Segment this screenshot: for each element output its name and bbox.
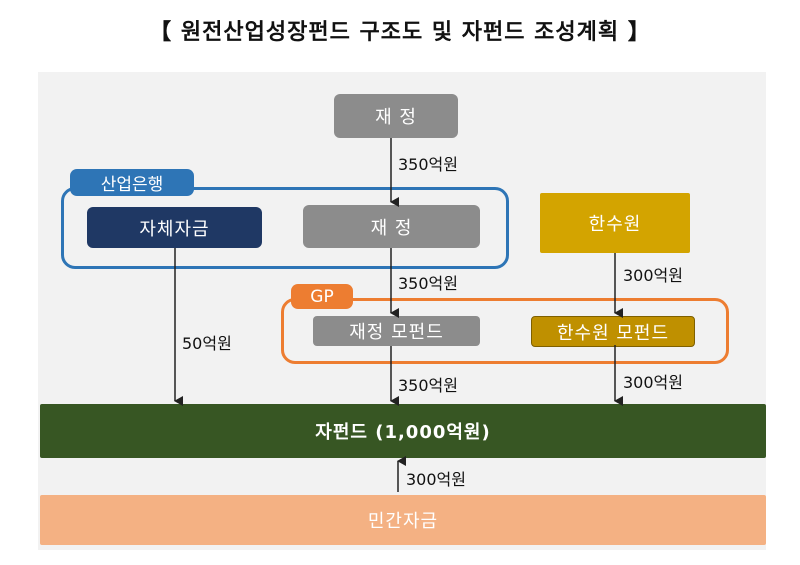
- diagram-panel: [38, 72, 766, 550]
- bank-group-tag: 산업은행: [70, 169, 194, 196]
- khnp-mother-fund-box: 한수원 모펀드: [531, 316, 695, 347]
- flow-label-khnp-to-gp: 300억원: [623, 266, 683, 285]
- flow-label-khnp-mother-to-subfund: 300억원: [623, 373, 683, 392]
- gp-group: [281, 298, 729, 364]
- flow-label-finance-mother-to-subfund: 350억원: [398, 376, 458, 395]
- flow-label-private-to-subfund: 300억원: [406, 470, 466, 489]
- finance-bank-box: 재 정: [303, 205, 480, 248]
- sub-fund-box: 자펀드 (1,000억원): [40, 404, 766, 458]
- private-funds-box: 민간자금: [40, 495, 766, 545]
- finance-mother-fund-box: 재정 모펀드: [313, 316, 480, 346]
- bank-group: [61, 187, 509, 269]
- flow-label-own-to-subfund: 50억원: [182, 334, 232, 353]
- gp-group-tag: GP: [291, 284, 353, 309]
- own-funds-box: 자체자금: [87, 207, 262, 248]
- flow-label-finance-to-gp: 350억원: [398, 274, 458, 293]
- flow-label-finance-to-bank: 350억원: [398, 155, 458, 174]
- khnp-box: 한수원: [540, 193, 690, 253]
- finance-top-box: 재 정: [334, 94, 458, 138]
- page-title: 【 원전산업성장펀드 구조도 및 자펀드 조성계획 】: [149, 20, 651, 45]
